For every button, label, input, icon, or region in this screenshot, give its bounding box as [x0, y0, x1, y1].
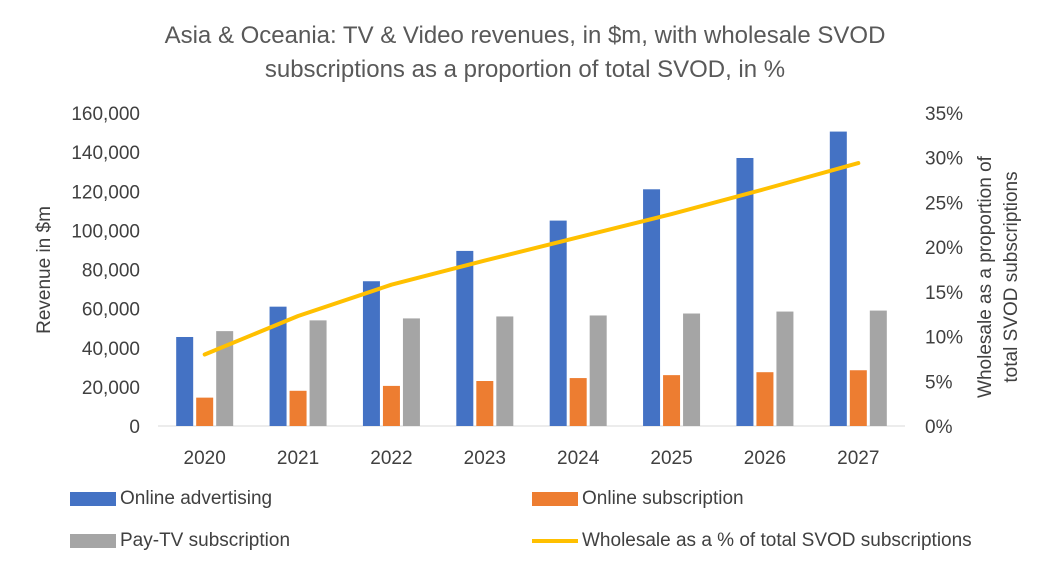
y-tick-label: 120,000 — [71, 182, 140, 203]
bar-pay-tv-subscription-2021 — [309, 320, 327, 426]
bar-online-subscription-2020 — [196, 397, 214, 426]
bar-online-subscription-2027 — [849, 370, 867, 426]
y2-tick-label: 10% — [925, 328, 963, 349]
y2-axis-title-line-2: total SVOD subscriptions — [1001, 171, 1022, 382]
legend-label-wholesale-line: Wholesale as a % of total SVOD subscript… — [582, 530, 972, 551]
x-tick-label: 2024 — [557, 448, 600, 469]
bar-online-advertising-2024 — [549, 220, 567, 426]
legend-swatch-online-advertising — [70, 492, 116, 506]
legend-label-online-advertising: Online advertising — [120, 488, 273, 509]
bar-online-subscription-2026 — [756, 372, 774, 426]
y-axis-title: Revenue in $m — [34, 206, 55, 334]
y2-tick-label: 15% — [925, 283, 963, 304]
chart-title-line-1: Asia & Oceania: TV & Video revenues, in … — [164, 22, 886, 49]
bar-pay-tv-subscription-2022 — [402, 318, 420, 426]
bar-pay-tv-subscription-2027 — [869, 310, 887, 426]
x-tick-label: 2022 — [370, 448, 412, 469]
y-tick-label: 20,000 — [82, 378, 140, 399]
x-tick-label: 2026 — [744, 448, 786, 469]
legend-item-online-advertising: Online advertising — [70, 488, 272, 510]
x-tick-label: 2021 — [277, 448, 319, 469]
y2-axis-title-line-1: Wholesale as a proportion of — [975, 155, 996, 398]
legend-label-pay-tv-subscription: Pay-TV subscription — [120, 530, 291, 551]
line-wholesale-percent — [202, 161, 861, 357]
y2-tick-label: 0% — [925, 417, 953, 438]
legend-swatch-wholesale-line — [532, 539, 578, 543]
bar-pay-tv-subscription-2020 — [216, 331, 234, 426]
bar-online-advertising-2026 — [736, 157, 754, 426]
legend-item-pay-tv-subscription: Pay-TV subscription — [70, 530, 290, 552]
legend-label-online-subscription: Online subscription — [582, 488, 744, 509]
bar-pay-tv-subscription-2025 — [683, 313, 701, 426]
y2-tick-label: 25% — [925, 193, 963, 214]
legend-item-wholesale-line: Wholesale as a % of total SVOD subscript… — [532, 530, 972, 552]
y-tick-label: 160,000 — [71, 104, 140, 125]
chart-title-line-2: subscriptions as a proportion of total S… — [264, 56, 786, 83]
x-tick-label: 2020 — [184, 448, 226, 469]
legend-swatch-pay-tv-subscription — [70, 534, 116, 548]
x-tick-label: 2023 — [464, 448, 506, 469]
bar-online-advertising-2021 — [269, 306, 287, 426]
bar-online-subscription-2022 — [382, 385, 400, 426]
x-tick-label: 2027 — [837, 448, 879, 469]
bar-online-advertising-2020 — [176, 336, 194, 426]
legend-swatch-online-subscription — [532, 492, 578, 506]
y-tick-label: 60,000 — [82, 300, 140, 321]
bar-online-advertising-2023 — [456, 250, 474, 426]
x-tick-label: 2025 — [650, 448, 692, 469]
y-tick-label: 80,000 — [82, 261, 140, 282]
y-tick-label: 100,000 — [71, 221, 140, 242]
y2-tick-label: 30% — [925, 149, 963, 170]
bar-online-subscription-2023 — [476, 381, 494, 426]
bar-online-advertising-2022 — [362, 281, 380, 426]
bar-online-subscription-2024 — [569, 378, 587, 426]
bar-pay-tv-subscription-2023 — [496, 316, 514, 426]
bar-online-subscription-2021 — [289, 390, 307, 426]
bar-online-advertising-2027 — [829, 131, 847, 426]
bar-online-advertising-2025 — [643, 189, 661, 426]
bar-online-subscription-2025 — [663, 375, 681, 426]
y2-tick-label: 35% — [925, 104, 963, 125]
y-tick-label: 0 — [129, 417, 140, 438]
bar-pay-tv-subscription-2026 — [776, 311, 794, 426]
bar-pay-tv-subscription-2024 — [589, 315, 607, 426]
y-tick-label: 140,000 — [71, 143, 140, 164]
y2-tick-label: 20% — [925, 238, 963, 259]
y2-tick-label: 5% — [925, 372, 953, 393]
y-tick-label: 40,000 — [82, 339, 140, 360]
legend-item-online-subscription: Online subscription — [532, 488, 744, 510]
